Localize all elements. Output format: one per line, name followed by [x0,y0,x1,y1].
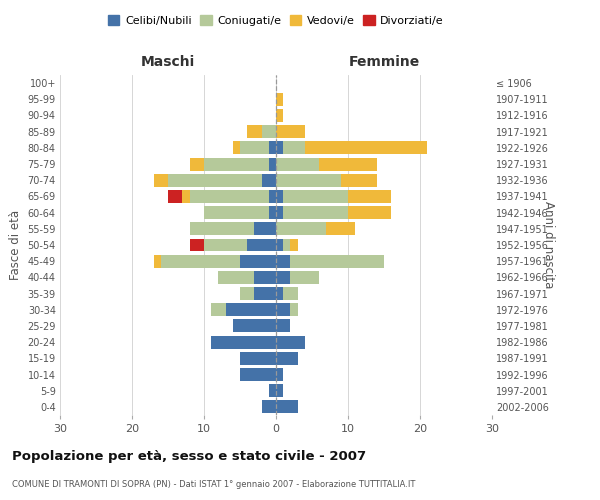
Bar [204,206,269,219]
Bar [276,190,283,203]
Bar [348,190,391,203]
Bar [276,384,283,397]
Bar [276,368,283,381]
Bar [276,320,290,332]
Bar [276,174,341,186]
Bar [247,238,276,252]
Bar [233,142,240,154]
Bar [190,222,254,235]
Bar [262,125,276,138]
Bar [276,142,283,154]
Bar [269,142,276,154]
Bar [276,254,290,268]
Bar [276,158,319,170]
Bar [290,304,298,316]
Bar [276,352,298,365]
Bar [269,384,276,397]
Bar [341,174,377,186]
Bar [269,190,276,203]
Bar [276,287,283,300]
Legend: Celibi/Nubili, Coniugati/e, Vedovi/e, Divorziati/e: Celibi/Nubili, Coniugati/e, Vedovi/e, Di… [104,10,448,30]
Bar [226,304,276,316]
Bar [254,287,276,300]
Bar [240,352,276,365]
Text: COMUNE DI TRAMONTI DI SOPRA (PN) - Dati ISTAT 1° gennaio 2007 - Elaborazione TUT: COMUNE DI TRAMONTI DI SOPRA (PN) - Dati … [12,480,415,489]
Bar [240,254,276,268]
Bar [276,109,283,122]
Bar [204,158,269,170]
Bar [326,222,355,235]
Bar [182,190,190,203]
Bar [276,206,283,219]
Bar [276,93,283,106]
Bar [211,304,226,316]
Bar [168,190,182,203]
Bar [154,174,168,186]
Bar [276,304,290,316]
Bar [276,336,305,348]
Bar [283,238,290,252]
Bar [204,238,247,252]
Bar [211,336,276,348]
Bar [168,174,262,186]
Bar [233,320,276,332]
Bar [218,271,254,284]
Bar [262,400,276,413]
Bar [154,254,161,268]
Y-axis label: Anni di nascita: Anni di nascita [542,202,554,288]
Text: Popolazione per età, sesso e stato civile - 2007: Popolazione per età, sesso e stato civil… [12,450,366,463]
Bar [283,190,348,203]
Bar [276,271,290,284]
Bar [190,238,204,252]
Bar [276,222,326,235]
Bar [269,158,276,170]
Bar [283,287,298,300]
Bar [190,190,269,203]
Bar [190,158,204,170]
Text: Femmine: Femmine [349,54,419,68]
Bar [305,142,427,154]
Bar [161,254,240,268]
Bar [290,238,298,252]
Bar [276,400,298,413]
Bar [348,206,391,219]
Bar [240,368,276,381]
Bar [290,271,319,284]
Bar [276,238,283,252]
Bar [269,206,276,219]
Bar [254,271,276,284]
Text: Maschi: Maschi [141,54,195,68]
Bar [240,287,254,300]
Bar [254,222,276,235]
Bar [262,174,276,186]
Bar [276,125,305,138]
Bar [319,158,377,170]
Bar [283,142,305,154]
Y-axis label: Fasce di età: Fasce di età [9,210,22,280]
Bar [247,125,262,138]
Bar [283,206,348,219]
Bar [240,142,269,154]
Bar [290,254,384,268]
